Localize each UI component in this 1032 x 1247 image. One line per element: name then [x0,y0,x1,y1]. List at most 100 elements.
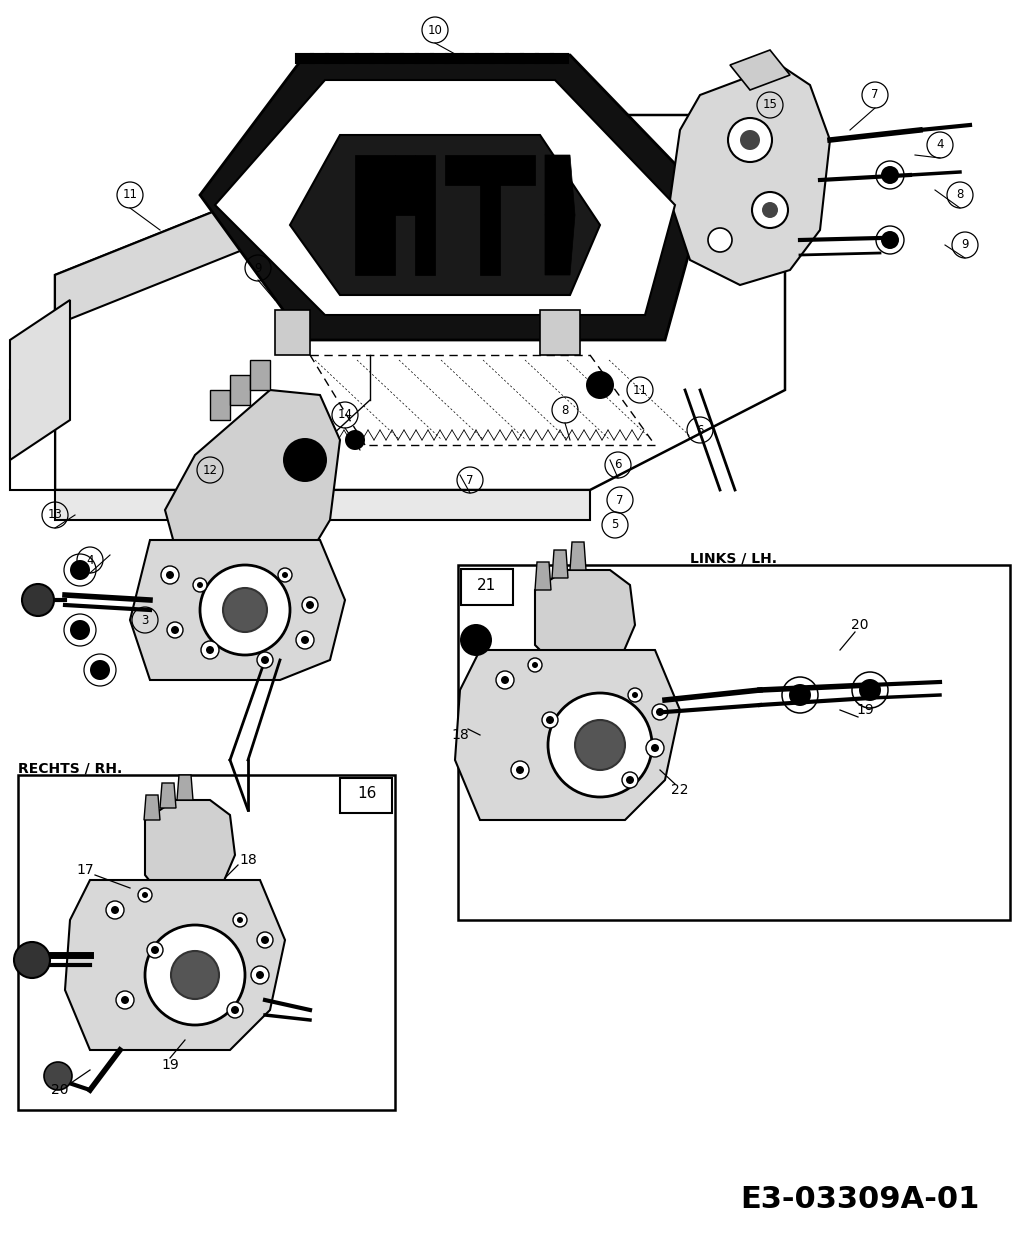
Text: 7: 7 [871,89,879,101]
Bar [340,778,392,813]
Circle shape [345,430,365,450]
Bar [458,565,1010,920]
Circle shape [44,1062,72,1090]
Text: 12: 12 [202,464,218,476]
Polygon shape [535,570,635,675]
Text: 5: 5 [611,519,619,531]
Circle shape [548,693,652,797]
Circle shape [197,582,203,589]
Circle shape [151,946,159,954]
Text: 6: 6 [614,459,621,471]
Circle shape [237,917,243,923]
Polygon shape [552,550,568,579]
Polygon shape [55,115,455,325]
Polygon shape [290,135,600,296]
Text: 9: 9 [961,238,969,252]
Text: RECHTS / RH.: RECHTS / RH. [18,761,122,774]
Circle shape [708,228,732,252]
Text: 4: 4 [936,138,943,151]
Text: 11: 11 [633,384,647,397]
Polygon shape [395,155,415,214]
Circle shape [511,761,529,779]
Circle shape [762,202,778,218]
Circle shape [147,941,163,958]
Polygon shape [10,390,55,490]
Polygon shape [355,155,395,276]
Circle shape [542,712,558,728]
Circle shape [575,720,625,769]
Polygon shape [200,55,705,340]
Text: 8: 8 [957,188,964,202]
Circle shape [257,652,273,668]
Circle shape [496,671,514,690]
Circle shape [533,662,538,668]
Polygon shape [540,311,580,355]
Text: 14: 14 [337,409,353,421]
Circle shape [142,892,148,898]
Text: LINKS / LH.: LINKS / LH. [690,551,777,565]
Circle shape [307,601,314,609]
Circle shape [740,130,760,150]
Text: 9: 9 [254,262,262,274]
Circle shape [171,626,179,633]
Text: 15: 15 [763,99,777,111]
Circle shape [106,902,124,919]
Polygon shape [165,390,340,590]
Circle shape [251,966,269,984]
Text: 18: 18 [451,728,469,742]
Circle shape [646,739,664,757]
Polygon shape [545,214,575,276]
Circle shape [161,566,179,584]
Circle shape [70,620,90,640]
Circle shape [728,118,772,162]
Polygon shape [55,490,590,520]
Circle shape [789,685,811,706]
Circle shape [628,688,642,702]
Text: 20: 20 [52,1082,69,1097]
Polygon shape [670,65,830,286]
Circle shape [111,907,119,914]
Text: 19: 19 [161,1057,179,1072]
Text: 7: 7 [466,474,474,486]
Circle shape [231,1006,239,1014]
Text: 6: 6 [697,424,704,436]
Bar [18,774,395,1110]
Circle shape [622,772,638,788]
Circle shape [632,692,638,698]
Circle shape [626,776,634,784]
Circle shape [261,656,269,663]
Circle shape [146,925,245,1025]
Circle shape [516,766,524,774]
Text: 4: 4 [87,554,94,566]
Circle shape [233,913,247,927]
Circle shape [656,708,664,716]
Circle shape [256,971,264,979]
Circle shape [257,932,273,948]
Circle shape [116,991,134,1009]
Circle shape [201,641,219,658]
Circle shape [90,660,110,680]
Circle shape [193,579,207,592]
Circle shape [859,680,881,701]
Circle shape [528,658,542,672]
Circle shape [752,192,788,228]
Circle shape [261,936,269,944]
Text: 19: 19 [857,703,874,717]
Circle shape [282,572,288,579]
Text: 10: 10 [427,24,443,36]
Text: 22: 22 [671,783,688,797]
Polygon shape [445,155,535,185]
Polygon shape [730,50,791,90]
Polygon shape [160,783,176,808]
Polygon shape [250,360,270,390]
Text: 3: 3 [141,614,149,626]
Polygon shape [144,796,160,821]
Text: 11: 11 [123,188,137,202]
Circle shape [167,622,183,638]
Circle shape [586,372,614,399]
Text: E3-03309A-01: E3-03309A-01 [741,1186,980,1215]
Circle shape [166,571,174,579]
Bar [461,569,513,605]
Circle shape [881,166,899,185]
Circle shape [70,560,90,580]
